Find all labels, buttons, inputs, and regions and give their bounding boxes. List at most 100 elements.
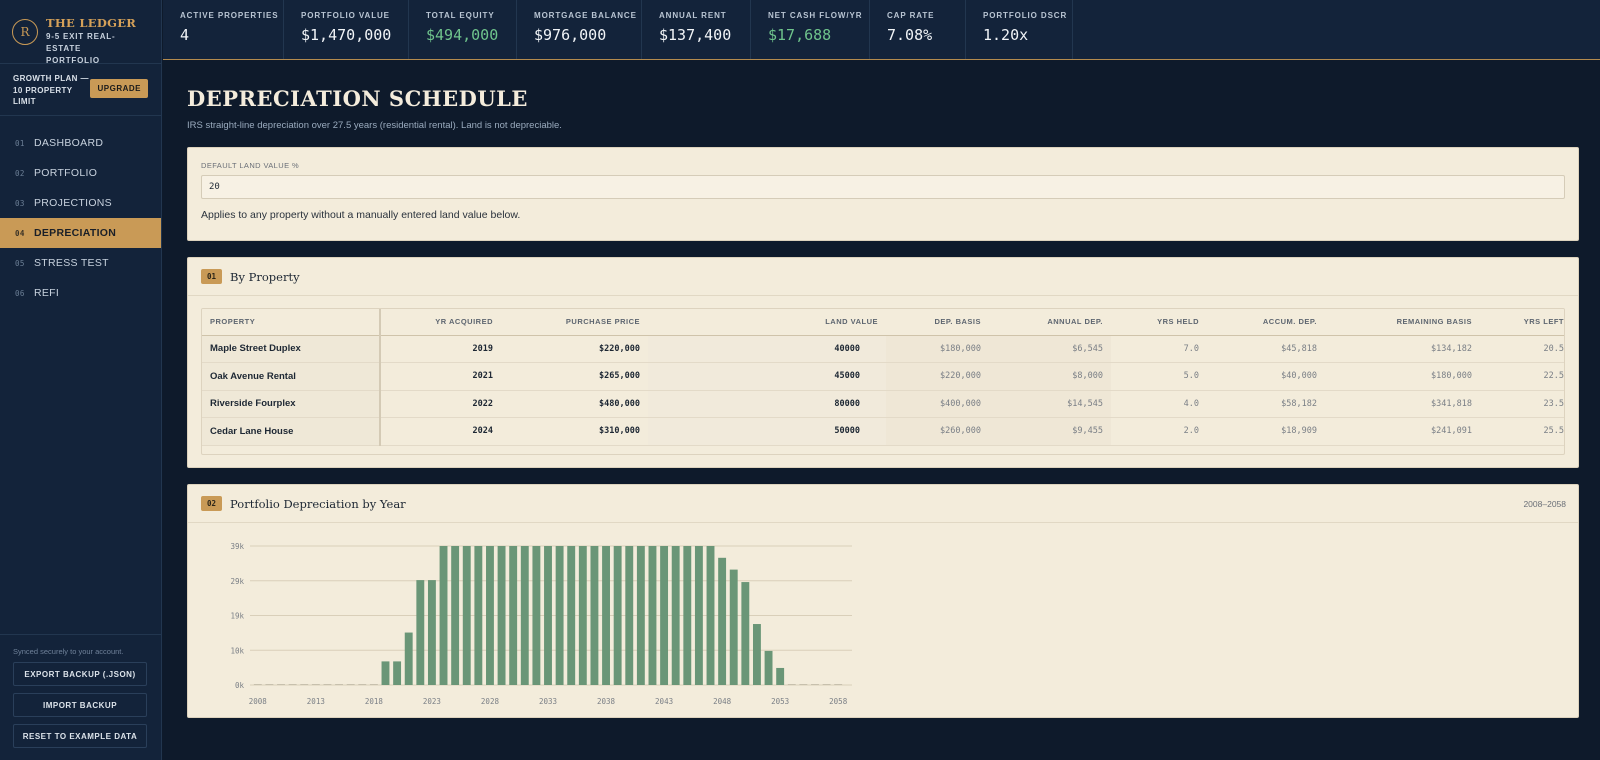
cell-property: Maple Street Duplex [202,335,381,363]
bar-2046[interactable] [694,546,703,685]
bar-2040[interactable] [625,546,634,685]
cell-dep-basis: $260,000 [886,417,989,446]
bar-2021[interactable] [404,632,413,685]
bar-2033[interactable] [544,546,552,685]
column-header-accum-dep[interactable]: ACCUM. DEP. [1207,309,1325,336]
bar-2032[interactable] [532,546,541,685]
kpi-active-properties: ACTIVE PROPERTIES 4 [163,0,284,59]
bar-2009[interactable] [265,684,274,685]
bar-2038[interactable] [602,546,610,685]
cell-remaining-basis: $134,182 [1325,335,1480,363]
cell-land-value[interactable]: 80000 [648,390,886,418]
table-row[interactable]: Riverside Fourplex 2022 $480,000 80000 $400,… [202,390,1564,418]
cell-land-value[interactable]: 40000 [648,335,886,363]
bar-2048[interactable] [718,557,727,685]
x-tick-label: 2013 [307,697,325,706]
column-header-yr-acquired[interactable]: YR ACQUIRED [380,309,501,336]
sidebar-item-refi[interactable]: 06 REFI [0,278,161,308]
table-row[interactable]: Maple Street Duplex 2019 $220,000 40000 $180… [202,335,1564,363]
bar-2028[interactable] [486,546,494,685]
bar-2057[interactable] [822,684,831,685]
column-header-property[interactable]: PROPERTY [202,309,381,336]
bar-2045[interactable] [683,546,692,685]
bar-2017[interactable] [358,684,367,685]
sidebar-item-portfolio[interactable]: 02 PORTFOLIO [0,158,161,188]
bar-2019[interactable] [381,661,390,685]
land-value-input[interactable] [201,175,1565,199]
bar-2058[interactable] [834,684,843,685]
bar-2030[interactable] [509,546,518,685]
sidebar-item-stress-test[interactable]: 05 STRESS TEST [0,248,161,278]
column-header-purchase-price[interactable]: PURCHASE PRICE [501,309,648,336]
column-header-remaining-basis[interactable]: REMAINING BASIS [1325,309,1480,336]
plan-box: GROWTH PLAN — 10 PROPERTY LIMIT UPGRADE [0,64,161,116]
bar-2013[interactable] [311,684,320,685]
bar-2054[interactable] [787,684,796,685]
bar-2012[interactable] [300,684,309,685]
kpi-label: PORTFOLIO VALUE [301,11,390,20]
column-header-annual-dep[interactable]: ANNUAL DEP. [989,309,1111,336]
bar-2044[interactable] [671,546,680,685]
bar-2051[interactable] [752,624,761,685]
land-value-panel: DEFAULT LAND VALUE % Applies to any prop… [187,147,1579,241]
bar-2016[interactable] [346,684,355,685]
sidebar-item-depreciation[interactable]: 04 DEPRECIATION [0,218,161,248]
bar-2056[interactable] [811,684,819,685]
bar-2022[interactable] [416,580,425,685]
bar-2050[interactable] [741,582,750,685]
cell-land-value[interactable]: 50000 [648,417,886,446]
kpi-value: 1.20x [983,26,1029,44]
bar-2036[interactable] [578,546,587,685]
table-row[interactable]: Cedar Lane House 2024 $310,000 50000 $260,00… [202,417,1564,446]
sidebar-item-projections[interactable]: 03 PROJECTIONS [0,188,161,218]
bar-2026[interactable] [462,546,471,685]
bar-2031[interactable] [520,546,529,685]
bar-2042[interactable] [648,546,657,685]
bar-2014[interactable] [323,684,332,685]
bar-2034[interactable] [555,546,564,685]
bar-2049[interactable] [729,569,738,685]
bar-2027[interactable] [474,546,483,685]
bar-2008[interactable] [253,684,262,685]
column-header-yrs-held[interactable]: YRS HELD [1111,309,1207,336]
export-backup-button[interactable]: EXPORT BACKUP (.JSON) [13,662,147,686]
bar-2055[interactable] [799,684,808,685]
bar-2039[interactable] [613,546,622,685]
nav-item-number: 03 [15,198,25,208]
bar-2029[interactable] [497,546,506,685]
depreciation-table-wrapper[interactable]: PROPERTY YR ACQUIRED PURCHASE PRICE LAND VA… [201,308,1565,455]
bar-2041[interactable] [636,546,645,685]
kpi-label: MORTGAGE BALANCE [534,11,637,20]
table-header-row: PROPERTY YR ACQUIRED PURCHASE PRICE LAND VA… [202,309,1564,336]
bar-2018[interactable] [369,684,378,685]
bar-2020[interactable] [393,661,402,685]
table-row[interactable]: Oak Avenue Rental 2021 $265,000 45000 $220,0… [202,362,1564,391]
bar-2025[interactable] [451,546,460,685]
upgrade-button[interactable]: UPGRADE [90,79,148,98]
bar-2035[interactable] [567,546,576,685]
brand[interactable]: R THE LEDGER 9-5 EXIT REAL-ESTATE PORTFO… [0,0,161,65]
chart-panel-header: 02 Portfolio Depreciation by Year [188,485,1578,523]
column-header-dep-basis[interactable]: DEP. BASIS [886,309,989,336]
bar-2024[interactable] [439,546,448,685]
bar-2053[interactable] [776,667,785,685]
column-header-land-value[interactable]: LAND VALUE [648,309,886,336]
cell-yrs-held: 5.0 [1111,362,1207,391]
cell-purchase-price: $480,000 [501,390,648,418]
page-subtitle: IRS straight-line depreciation over 27.5… [187,120,562,131]
sidebar-item-dashboard[interactable]: 01 DASHBOARD [0,128,161,158]
bar-2052[interactable] [764,650,773,685]
cell-land-value[interactable]: 45000 [648,362,886,391]
bar-2043[interactable] [660,546,669,685]
bar-2037[interactable] [590,546,599,685]
cell-accum-dep: $40,000 [1207,362,1325,391]
reset-example-data-button[interactable]: RESET TO EXAMPLE DATA [13,724,147,748]
bar-2023[interactable] [427,580,436,685]
bar-2015[interactable] [335,684,344,685]
bar-2011[interactable] [288,684,297,685]
import-backup-button[interactable]: IMPORT BACKUP [13,693,147,717]
column-header-yrs-left[interactable]: YRS LEFT [1480,309,1564,336]
bar-2010[interactable] [277,684,285,685]
kpi-portfolio-dscr: PORTFOLIO DSCR 1.20x [966,0,1073,59]
bar-2047[interactable] [706,546,715,685]
